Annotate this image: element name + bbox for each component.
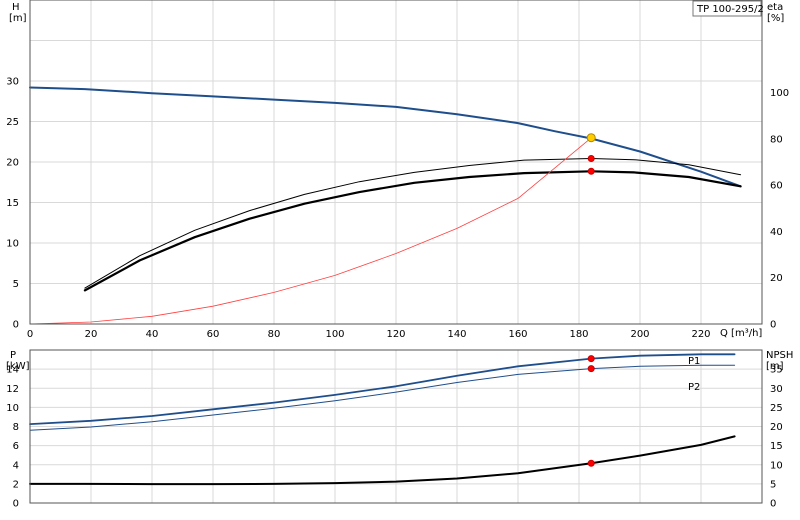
flow-tick-label: 0 [27,329,33,340]
head-axis-label: H [12,2,20,13]
power-y-ticks: 0 2 4 6 8 10 12 14 [6,365,19,510]
power-grid [30,350,762,503]
power-npsh-panel: 0 2 4 6 8 10 12 14 0 5 10 15 20 25 30 35 P [kW] NPSH [… [6,349,793,510]
eta-axis-unit: [%] [767,13,784,24]
power-left-tick-label: 2 [13,479,19,490]
npsh-axis-label: NPSH [766,350,793,361]
power-right-tick-label: 0 [770,499,776,510]
power-duty-points [587,355,595,467]
head-series-line-2 [84,158,742,289]
power-left-tick-label: 8 [13,422,19,433]
flow-tick-label: 60 [207,329,220,340]
power-right-tick-label: 5 [770,479,776,490]
npsh-y-ticks: 0 5 10 15 20 25 30 35 [770,365,783,510]
head-left-tick-label: 30 [6,77,19,88]
head-series-line-3 [29,134,595,325]
power-plot-frame [29,349,763,504]
head-y-ticks: 0 5 10 15 20 25 30 [6,77,19,331]
npsh-axis-unit: [m] [766,361,784,372]
power-axis-unit: [kW] [6,361,30,372]
p2-series-label: P2 [688,382,700,393]
flow-tick-label: 120 [386,329,405,340]
head-left-tick-label: 15 [6,198,19,209]
power-right-tick-label: 15 [770,441,783,452]
head-right-tick-label: 20 [770,273,783,284]
flow-tick-label: 140 [447,329,466,340]
head-series-line-1 [83,170,742,292]
head-right-tick-label: 60 [770,181,783,192]
head-right-tick-label: 40 [770,227,783,238]
flow-tick-label: 220 [691,329,710,340]
power-axis-label: P [10,350,16,361]
p1-series-label: P1 [688,356,700,367]
head-right-tick-label: 80 [770,134,783,145]
power-left-tick-label: 0 [13,499,19,510]
model-label: TP 100-295/2 [696,4,764,15]
power-right-tick-label: 25 [770,403,783,414]
power-duty-point-2 [587,459,595,467]
power-right-tick-label: 30 [770,384,783,395]
power-left-tick-label: 12 [6,384,19,395]
head-grid [30,0,762,324]
power-right-tick-label: 20 [770,422,783,433]
flow-tick-label: 200 [630,329,649,340]
flow-tick-label: 80 [268,329,281,340]
model-label-box [692,0,762,17]
eta-y-ticks: 0 20 40 60 80 100 [770,88,789,330]
power-left-tick-label: 4 [13,460,19,471]
flow-axis-label: Q [m³/h] [720,328,762,339]
head-right-tick-label: 0 [770,320,776,331]
head-efficiency-panel: 0 5 10 15 20 25 30 0 20 40 60 80 100 0 20 40 60 80 100 12… [6,0,789,340]
head-curves [29,86,742,325]
power-duty-point-0 [587,355,595,363]
head-plot-frame [29,0,763,325]
flow-tick-label: 40 [146,329,159,340]
head-left-tick-label: 20 [6,158,19,169]
eta-axis-label: eta [767,2,783,13]
head-left-tick-label: 5 [13,279,19,290]
head-right-tick-label: 100 [770,88,789,99]
head-duty-point-1 [587,155,595,163]
power-left-tick-label: 6 [13,441,19,452]
head-left-tick-label: 0 [13,320,19,331]
power-series-line-0 [29,353,736,425]
power-right-tick-label: 35 [770,365,783,376]
power-left-tick-label: 14 [6,365,19,376]
power-right-tick-label: 10 [770,460,783,471]
flow-tick-label: 160 [508,329,527,340]
head-left-tick-label: 10 [6,239,19,250]
flow-tick-label: 20 [85,329,98,340]
power-series-line-1 [29,364,736,431]
power-duty-point-1 [587,365,595,373]
head-series-line-0 [29,86,742,188]
power-curves [29,353,736,486]
head-duty-point-0 [586,133,596,143]
head-duty-points [586,133,596,175]
head-left-tick-label: 25 [6,117,19,128]
power-left-tick-label: 10 [6,403,19,414]
head-duty-point-2 [587,167,595,175]
flow-x-ticks: 0 20 40 60 80 100 120 140 160 180 200 220 [27,329,711,340]
head-axis-unit: [m] [9,13,27,24]
flow-tick-label: 180 [569,329,588,340]
flow-tick-label: 100 [325,329,344,340]
power-series-line-2 [29,435,736,486]
